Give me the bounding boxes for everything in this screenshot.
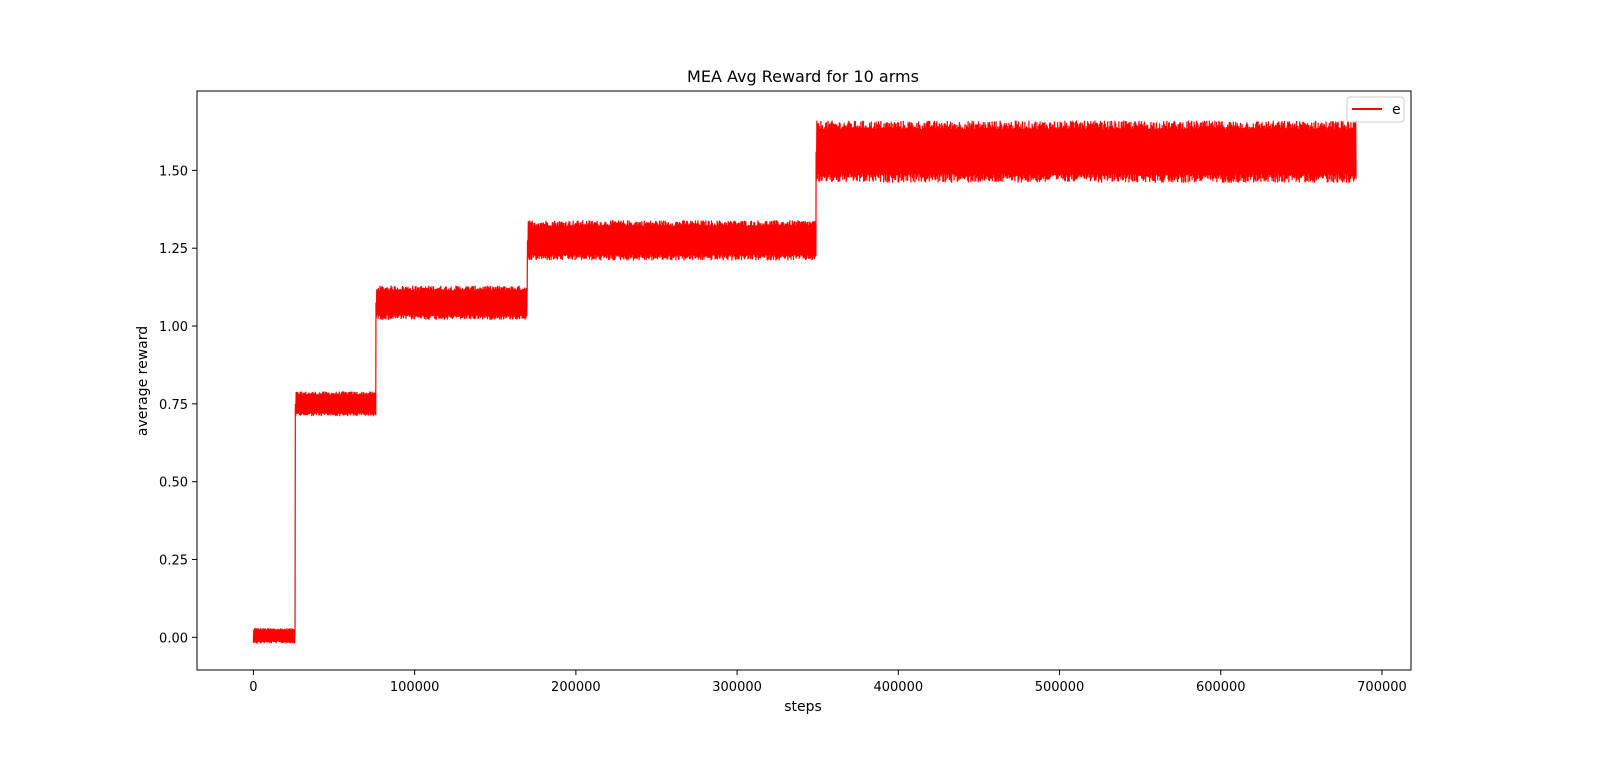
- x-tick-label: 700000: [1357, 680, 1407, 695]
- x-axis-label: steps: [784, 699, 822, 715]
- y-tick-label: 0.25: [159, 553, 188, 568]
- y-tick-label: 1.25: [159, 242, 188, 257]
- y-tick-label: 0.50: [159, 476, 188, 491]
- x-tick-label: 600000: [1196, 680, 1246, 695]
- y-tick-label: 1.00: [159, 320, 188, 335]
- y-axis: 0.00 0.25 0.50 0.75 1.00 1.25 1.50: [159, 164, 197, 646]
- x-tick-label: 100000: [390, 680, 440, 695]
- legend: e: [1346, 96, 1405, 123]
- x-tick-label: 200000: [551, 680, 601, 695]
- series-line-e: [252, 120, 1357, 645]
- x-tick-label: 400000: [873, 680, 923, 695]
- plot-area: [252, 120, 1357, 645]
- y-tick-label: 0.75: [159, 398, 188, 413]
- y-tick-label: 1.50: [159, 164, 188, 179]
- axes-frame: [196, 90, 1412, 671]
- legend-label-e: e: [1392, 102, 1401, 118]
- x-tick-label: 500000: [1035, 680, 1085, 695]
- x-tick-label: 300000: [712, 680, 762, 695]
- y-tick-label: 0.00: [159, 631, 188, 646]
- x-tick-label: 0: [249, 680, 257, 695]
- y-axis-label: average reward: [135, 326, 151, 436]
- x-axis: 0 100000 200000 300000 400000 500000 600000 700…: [249, 670, 1407, 695]
- chart-title: MEA Avg Reward for 10 arms: [687, 67, 919, 86]
